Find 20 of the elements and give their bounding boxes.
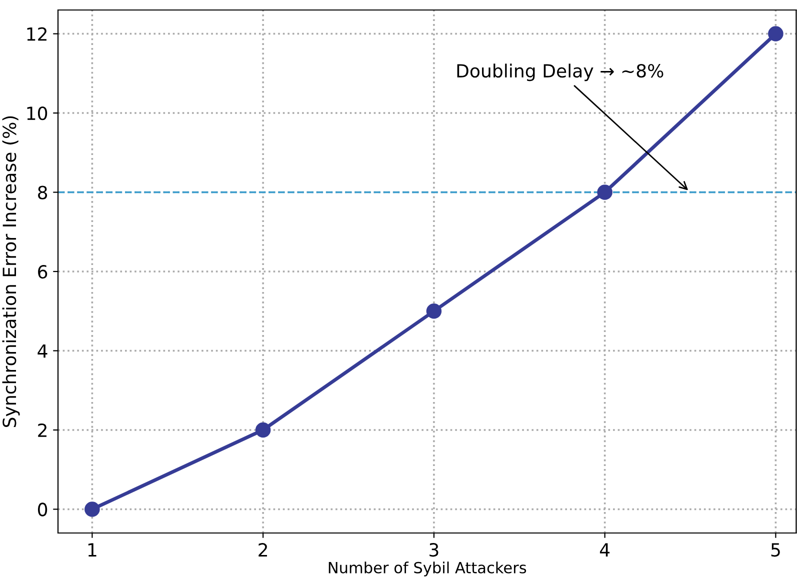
y-tick-label: 0	[38, 502, 48, 516]
x-tick-label: 5	[771, 543, 780, 557]
x-tick-label: 2	[258, 543, 267, 556]
y-tick-label: 10	[27, 106, 48, 120]
point	[84, 502, 100, 517]
x-tick-label: 3	[430, 543, 438, 557]
point	[426, 303, 442, 319]
y-axis-title: Synchronization Error Increase (%)	[2, 116, 20, 428]
point	[255, 422, 271, 438]
x-tick-label: 4	[600, 543, 610, 556]
annotation: Doubling Delay → ~8%	[457, 64, 664, 82]
y-tick-label: 12	[27, 27, 46, 41]
y-tick-label: 4	[38, 344, 48, 358]
x-tick-label: 1	[88, 543, 96, 556]
point	[597, 184, 612, 200]
y-tick-label: 6	[38, 264, 48, 279]
y-tick-label: 8	[38, 186, 48, 200]
y-tick-label: 2	[38, 423, 46, 437]
point	[768, 26, 784, 42]
x-axis-title: Number of Sybil Attackers	[328, 562, 526, 576]
